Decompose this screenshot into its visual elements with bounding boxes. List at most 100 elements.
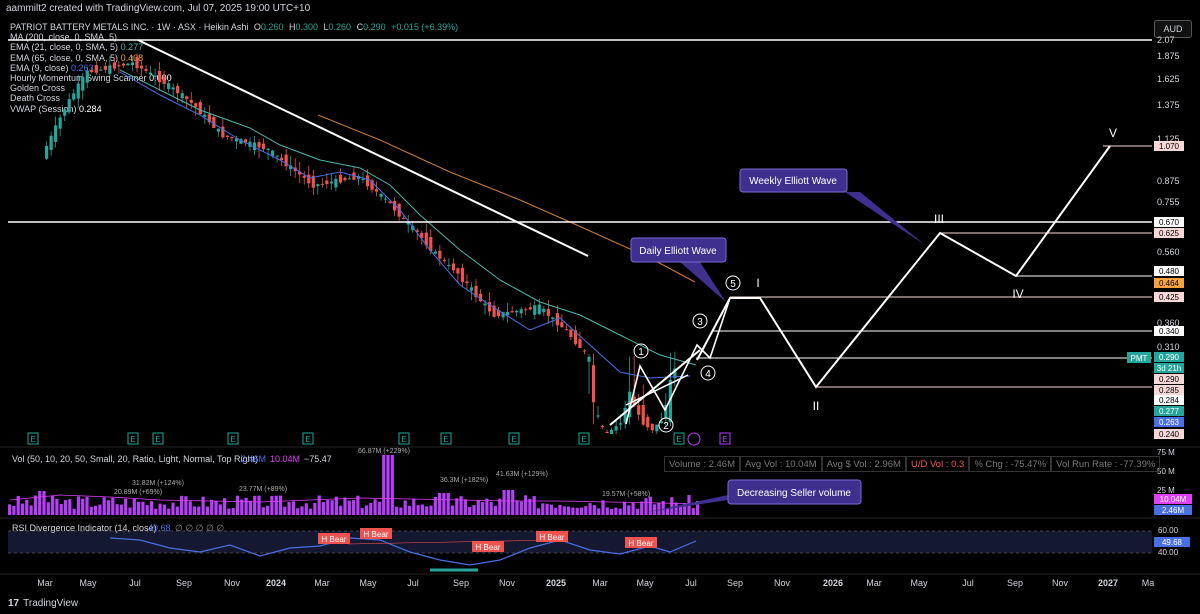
earnings-marker[interactable] — [673, 432, 685, 445]
candle-body — [185, 96, 189, 99]
volume-bar — [364, 505, 369, 515]
rsi-axis-tick: 60.00 — [1158, 526, 1179, 535]
daily-wave-callout[interactable]: Daily Elliott Wave — [630, 237, 727, 302]
seller-volume-callout[interactable]: Decreasing Seller volume — [648, 479, 862, 512]
volume-bar — [691, 508, 695, 515]
volume-bar — [601, 500, 605, 515]
earnings-marker[interactable] — [440, 432, 452, 445]
time-axis-label: 2025 — [546, 578, 566, 588]
volume-peak-label: 19.57M (+58%) — [602, 491, 650, 498]
volume-bar — [588, 503, 592, 515]
earnings-marker[interactable] — [227, 432, 239, 445]
candle-body — [99, 69, 103, 71]
price-axis-tick: 1.875 — [1157, 51, 1180, 61]
candle-body — [207, 114, 211, 123]
indicator-row[interactable]: EMA (21, close, 0, SMA, 5) 0.277 — [10, 42, 458, 52]
volume-bar — [558, 504, 562, 515]
price-tag-text: 0.290 — [1159, 375, 1180, 384]
volume-bar — [631, 502, 635, 515]
indicator-row[interactable]: Golden Cross — [10, 83, 458, 93]
volume-bar — [420, 504, 424, 515]
volume-bar — [536, 508, 541, 515]
candle-body — [469, 287, 474, 291]
candle-body — [135, 56, 139, 69]
volume-legend-v3: −75.47 — [304, 454, 332, 464]
indicator-row[interactable]: EMA (9, close) 0.263 — [10, 63, 458, 73]
candle-body — [374, 189, 379, 192]
volume-bar — [412, 498, 416, 515]
price-tag-text: 0.263 — [1159, 418, 1180, 427]
volume-bar — [102, 497, 106, 515]
volume-bar — [304, 503, 308, 515]
volume-peak-label: 41.63M (+129%) — [496, 471, 548, 478]
earnings-marker[interactable] — [398, 432, 410, 445]
candle-body — [478, 293, 483, 302]
price-tag — [1154, 395, 1184, 405]
symbol-row[interactable]: PATRIOT BATTERY METALS INC. · 1W · ASX ·… — [10, 22, 458, 32]
time-axis-label: May — [636, 578, 654, 588]
candle-body — [420, 232, 424, 238]
rsi-axis-tick: 40.00 — [1158, 548, 1179, 557]
candle-body — [307, 174, 311, 184]
volume-bar — [162, 504, 166, 515]
weekly-label-IV: IV — [1012, 287, 1023, 301]
earnings-marker[interactable] — [719, 432, 731, 445]
weekly-wave-callout[interactable]: Weekly Elliott Wave — [739, 168, 925, 245]
candle-body — [266, 148, 270, 150]
volume-bar — [605, 507, 609, 515]
earnings-marker[interactable] — [302, 432, 314, 445]
weekly-label-I: I — [756, 276, 759, 290]
volume-peak-label: 36.3M (+182%) — [440, 477, 488, 484]
volume-bar — [141, 501, 145, 515]
price-tag-text: 0.240 — [1159, 430, 1180, 439]
volume-legend[interactable]: Vol (50, 10, 20, 50, Small, 20, Ratio, L… — [12, 454, 332, 464]
indicator-row[interactable]: Death Cross — [10, 93, 458, 103]
volume-bar — [399, 507, 403, 515]
volume-bar — [382, 455, 386, 515]
price-tag — [1154, 326, 1184, 336]
indicator-row[interactable]: EMA (65, close, 0, SMA, 5) 0.408 — [10, 53, 458, 63]
earnings-marker[interactable] — [578, 432, 590, 445]
candle-body — [252, 142, 257, 151]
candle-body — [510, 311, 514, 313]
candle-body — [397, 203, 401, 217]
flash-icon[interactable] — [687, 432, 701, 446]
h-bear-label-text: H Bear — [364, 530, 389, 539]
price-tag-text: 0.464 — [1159, 279, 1180, 288]
earnings-marker[interactable] — [152, 432, 164, 445]
price-axis-tick: 0.875 — [1157, 176, 1180, 186]
candle-body — [85, 70, 89, 83]
rsi-legend[interactable]: RSI Divergence Indicator (14, close) 49.… — [12, 523, 224, 533]
earnings-marker[interactable] — [27, 432, 39, 445]
candle-body — [275, 155, 279, 157]
indicator-row[interactable]: VWAP (Session) 0.284 — [10, 104, 458, 114]
earnings-marker[interactable] — [127, 432, 139, 445]
resistance-trendline[interactable] — [137, 39, 589, 257]
tradingview-logo[interactable]: 17 TradingView — [8, 598, 78, 609]
volume-bar — [678, 506, 682, 515]
price-tag — [1154, 217, 1184, 227]
candle-body — [438, 250, 442, 259]
earnings-marker[interactable] — [508, 432, 520, 445]
volume-current-tag: 2.46M — [1162, 506, 1185, 515]
currency-button[interactable]: AUD — [1154, 20, 1192, 38]
volume-bar — [111, 497, 115, 515]
stat-avg-vol: Avg Vol : 10.04M — [740, 456, 822, 472]
wave-label-5: 5 — [725, 275, 741, 291]
pmt-tag-text: PMT — [1131, 354, 1148, 363]
chart-credit-bar: aammilt2 created with TradingView.com, J… — [0, 0, 1200, 18]
volume-bar — [657, 502, 661, 515]
price-axis-tick: 1.125 — [1157, 134, 1180, 144]
candle-body — [347, 178, 352, 180]
volume-bar — [16, 495, 20, 515]
candle-body — [668, 379, 672, 423]
volume-bar — [532, 496, 536, 515]
candle-body — [605, 431, 609, 433]
volume-bar — [481, 502, 485, 515]
wave-label-2: 2 — [658, 417, 674, 433]
time-axis-label: Nov — [1052, 578, 1069, 588]
price-tag — [1154, 141, 1184, 151]
volume-bar — [253, 495, 257, 515]
indicator-row[interactable]: MA (200, close, 0, SMA, 5) — [10, 32, 458, 42]
